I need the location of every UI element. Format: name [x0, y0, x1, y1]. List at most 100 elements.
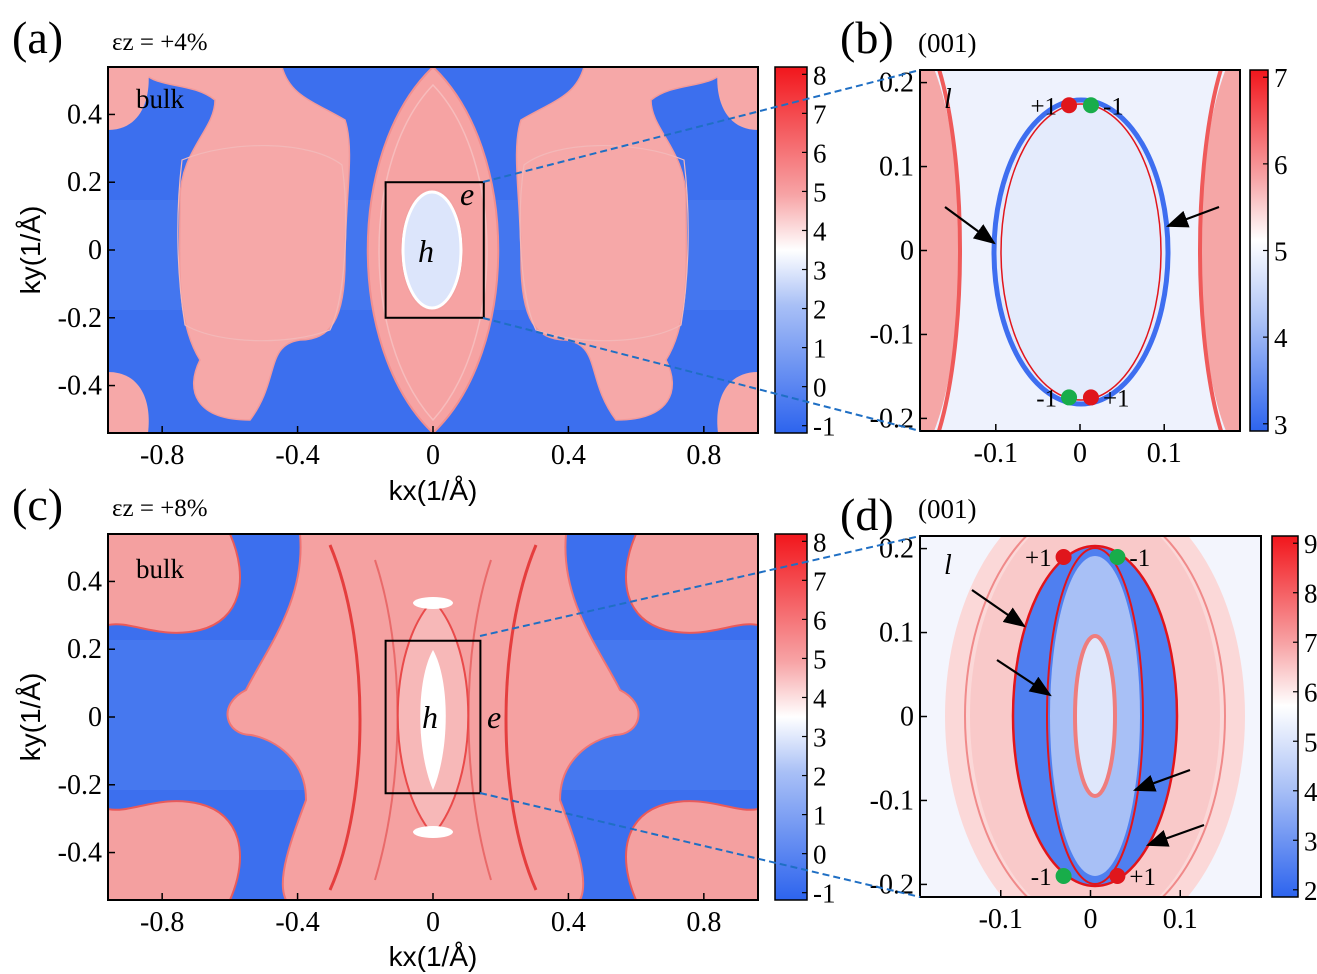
weyl-point [1109, 868, 1126, 885]
weyl-point [1061, 389, 1078, 406]
zoom-connector-a-bottom [482, 317, 921, 432]
y-axis-label-a: ky(1/Å) [15, 206, 46, 295]
x-tick-label: -0.4 [275, 907, 319, 938]
pocket-label-h-c: h [422, 699, 438, 735]
panel-title-a: εz = +4% [112, 29, 208, 56]
weyl-chirality-label: -1 [1031, 864, 1052, 891]
arrow-4-d [1145, 823, 1205, 847]
colorbar-tick-label: 8 [813, 527, 827, 557]
y-tick-label: 0.1 [879, 152, 914, 183]
heatmap-a [108, 67, 758, 433]
colorbar-tick-label: 7 [1304, 628, 1317, 658]
colorbar-tick-label: 4 [813, 683, 827, 713]
heatmap-d [920, 536, 1261, 897]
x-tick-label: 0 [1073, 438, 1087, 469]
panel-title-d: (001) [918, 494, 976, 524]
x-tick-label: 0.1 [1163, 904, 1198, 935]
y-tick-label: 0.1 [879, 618, 914, 649]
colorbar-tick-label: 7 [813, 99, 827, 129]
x-tick-label: 0.1 [1147, 438, 1182, 469]
x-tick-label: 0 [426, 907, 440, 938]
panel-d: -0.1 0 0.1 0.2 0.1 0 -0.1 -0.2 +1 -1 -1 +1 (d) (00… [840, 489, 1317, 935]
zoom-connector-a-top [482, 69, 921, 183]
arrow-2-d [996, 659, 1052, 697]
colorbar-tick-label: 5 [813, 644, 827, 674]
heatmap-c [108, 534, 758, 900]
colorbar-tick-label: 4 [1304, 777, 1317, 807]
weyl-point [1109, 548, 1126, 565]
x-tick-label: -0.1 [974, 438, 1018, 469]
y-tick-label: 0.4 [67, 566, 102, 597]
x-tick-label: 0 [426, 440, 440, 471]
weyl-points-d: +1 -1 -1 +1 [1025, 545, 1156, 891]
zoom-connector-c-bottom [479, 792, 921, 898]
colorbar-tick-label: 7 [1274, 63, 1288, 93]
colorbar-tick-label: 6 [1274, 150, 1288, 180]
colorbar-tick-label: 3 [813, 256, 827, 286]
weyl-chirality-label: +1 [1129, 864, 1156, 891]
x-tick-label: 0.8 [686, 907, 721, 938]
weyl-chirality-label: -1 [1103, 93, 1124, 120]
colorbar-tick-label: 9 [1304, 529, 1317, 559]
colorbar-tick-label: 6 [813, 605, 827, 635]
y-tick-label: 0.4 [67, 99, 102, 130]
bulk-label-c: bulk [136, 554, 185, 584]
colorbar-tick-label: 5 [1304, 727, 1317, 757]
colorbar-tick-label: 2 [1304, 876, 1317, 906]
x-tick-label: 0.4 [551, 907, 586, 938]
y-tick-label: -0.4 [58, 838, 102, 869]
weyl-point [1082, 97, 1099, 114]
y-tick-label: 0 [900, 236, 914, 267]
axis-ticks-c: -0.8 -0.4 0 0.4 0.8 0.4 0.2 0 -0.2 -0.4 [58, 566, 722, 938]
weyl-point [1055, 548, 1072, 565]
y-tick-label: 0.2 [879, 534, 914, 565]
weyl-chirality-label: -1 [1129, 545, 1150, 572]
x-tick-label: -0.8 [140, 907, 184, 938]
y-tick-label: 0.2 [67, 167, 102, 198]
axis-ticks-a: -0.8 -0.4 0 0.4 0.8 0.4 0.2 0 -0.2 -0.4 [58, 99, 722, 471]
colorbar-tick-label: 6 [813, 138, 827, 168]
colorbar-tick-label: 3 [1304, 826, 1317, 856]
panel-label-d: (d) [840, 489, 894, 540]
y-tick-label: 0 [900, 702, 914, 733]
colorbar-tick-label: 2 [813, 762, 827, 792]
y-tick-label: 0 [88, 702, 102, 733]
colorbar-ticks-b: 7 6 5 4 3 [1263, 63, 1288, 440]
pocket-label-e-a: e [460, 176, 474, 212]
x-tick-label: -0.4 [275, 440, 319, 471]
panel-title-c: εz = +8% [112, 495, 208, 522]
colorbar-a [774, 66, 808, 434]
colorbar-ticks-c: 8 7 6 5 4 3 2 1 0 -1 [802, 527, 836, 909]
colorbar-tick-label: 6 [1304, 678, 1317, 708]
y-tick-label: -0.1 [870, 785, 914, 816]
zoom-box-a [384, 181, 485, 319]
x-tick-label: 0 [1084, 904, 1098, 935]
y-tick-label: 0.2 [67, 634, 102, 665]
y-tick-label: -0.2 [870, 869, 914, 900]
x-axis-label-a: kx(1/Å) [389, 475, 478, 506]
colorbar-tick-label: 4 [813, 216, 827, 246]
panel-c: -0.8 -0.4 0 0.4 0.8 0.4 0.2 0 -0.2 -0.4 (c) εz = … [12, 479, 836, 972]
axis-ticks-d: -0.1 0 0.1 0.2 0.1 0 -0.1 -0.2 [870, 534, 1198, 935]
axis-ticks-b: -0.1 0 0.1 0.2 0.1 0 -0.1 -0.2 [870, 68, 1182, 469]
y-tick-label: -0.1 [870, 319, 914, 350]
x-tick-label: -0.8 [140, 440, 184, 471]
heatmap-b [920, 70, 1240, 431]
panel-a: -0.8 -0.4 0 0.4 0.8 0.4 0.2 0 -0.2 -0.4 (a) εz = … [12, 12, 836, 506]
y-tick-label: -0.2 [58, 303, 102, 334]
weyl-chirality-label: +1 [1103, 385, 1130, 412]
colorbar-d [1271, 535, 1299, 898]
colorbar-tick-label: 7 [813, 566, 827, 596]
weyl-point [1082, 389, 1099, 406]
colorbar-tick-label: 0 [813, 840, 827, 870]
colorbar-tick-label: 8 [813, 60, 827, 90]
weyl-point [1061, 97, 1078, 114]
weyl-chirality-label: -1 [1036, 385, 1057, 412]
x-tick-label: 0.4 [551, 440, 586, 471]
arrow-right-b [1165, 205, 1220, 228]
panel-label-c: (c) [12, 479, 63, 530]
arrow-3-d [1132, 768, 1191, 792]
colorbar-ticks-d: 9 8 7 6 5 4 3 2 [1293, 529, 1317, 906]
weyl-chirality-label: +1 [1030, 93, 1057, 120]
panel-b: -0.1 0 0.1 0.2 0.1 0 -0.1 -0.2 +1 -1 -1 +1 (b) (00… [840, 12, 1288, 469]
